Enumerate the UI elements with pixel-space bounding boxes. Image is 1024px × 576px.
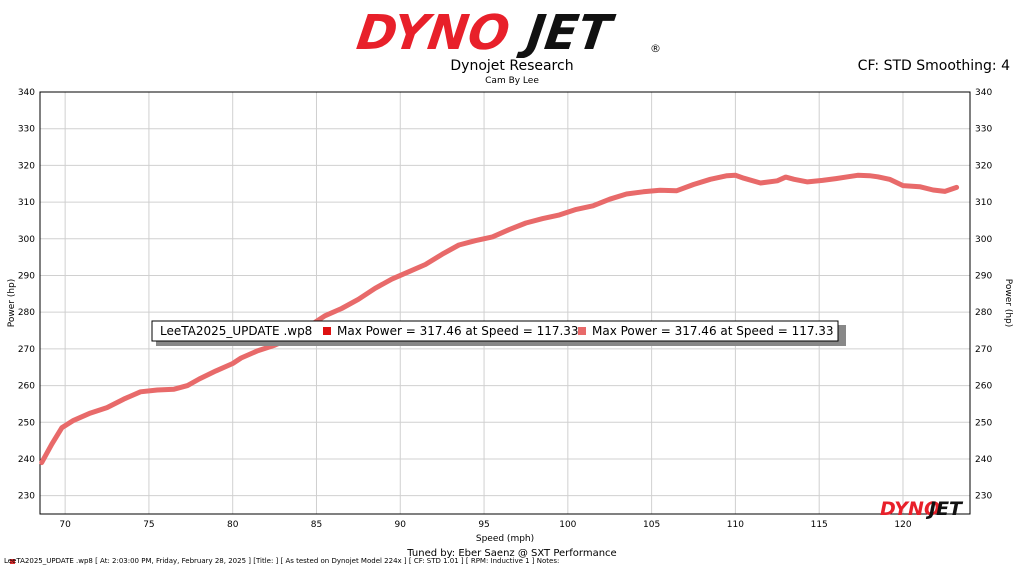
y-tick-label-right: 280 (975, 308, 992, 318)
x-axis-label: Speed (mph) (476, 534, 534, 544)
y-tick-label-right: 250 (975, 418, 992, 428)
y-axis-right: 230 240 250 260 270 280 290 300 310 320 330 340 (975, 88, 992, 502)
y-tick-label-left: 300 (18, 235, 35, 245)
legend-entry-1: Max Power = 317.46 at Speed = 117.33 (337, 324, 579, 338)
power-curve-series-1 (39, 172, 960, 466)
y-tick-label-left: 280 (18, 308, 35, 318)
logo-jet-text: JET (515, 5, 618, 58)
legend-entry-2: Max Power = 317.46 at Speed = 117.33 (592, 324, 834, 338)
y-tick-label-right: 340 (975, 88, 992, 98)
x-tick-label: 90 (395, 520, 407, 530)
logo-registered-mark: ® (650, 42, 661, 55)
legend-run-name: LeeTA2025_UPDATE .wp8 (160, 324, 312, 338)
run-color-marker (10, 559, 15, 564)
y-tick-label-left: 320 (18, 161, 35, 171)
y-tick-label-left: 330 (18, 125, 35, 135)
y-tick-label-right: 260 (975, 382, 992, 392)
y-tick-label-right: 330 (975, 125, 992, 135)
legend-swatch-1 (323, 327, 331, 335)
y-tick-label-left: 310 (18, 198, 35, 208)
logo-dyno-text: DYNO (353, 5, 513, 58)
corner-dynojet-logo: DYNO JET (880, 498, 964, 520)
y-axis-left: 230 240 250 260 270 280 290 300 310 320 330 340 (18, 88, 35, 502)
x-tick-label: 80 (227, 520, 239, 530)
y-tick-label-left: 290 (18, 271, 35, 281)
svg-text:JET: JET (925, 498, 964, 520)
y-tick-label-right: 320 (975, 161, 992, 171)
x-tick-label: 70 (59, 520, 71, 530)
y-tick-label-right: 270 (975, 345, 992, 355)
run-info-text: LeeTA2025_UPDATE .wp8 [ At: 2:03:00 PM, … (4, 557, 560, 565)
x-tick-label: 85 (311, 520, 322, 530)
y-tick-label-right: 230 (975, 492, 992, 502)
tuned-by-text: Tuned by: Eber Saenz @ SXT Performance (407, 548, 617, 559)
x-axis: 70 75 80 85 90 95 100 105 110 115 120 (59, 520, 911, 530)
y-tick-label-left: 270 (18, 345, 35, 355)
y-tick-label-left: 250 (18, 418, 35, 428)
x-tick-label: 120 (894, 520, 911, 530)
x-tick-label: 95 (478, 520, 489, 530)
legend-box (151, 320, 839, 342)
x-tick-label: 115 (811, 520, 828, 530)
chart-subtitle: Cam By Lee (485, 76, 539, 86)
legend: LeeTA2025_UPDATE .wp8 Max Power = 317.46… (151, 320, 846, 346)
y-tick-label-left: 240 (18, 455, 35, 465)
y-tick-label-right: 300 (975, 235, 992, 245)
dynojet-logo: DYNO JET ® (353, 5, 661, 58)
y-axis-label-right: Power (hp) (1003, 279, 1013, 328)
legend-swatch-2 (578, 327, 586, 335)
series-layer (39, 172, 960, 466)
y-tick-label-left: 340 (18, 88, 35, 98)
cf-smoothing-label: CF: STD Smoothing: 4 (857, 58, 1010, 74)
svg-text:DYNO: DYNO (880, 498, 940, 520)
chart-title: Dynojet Research (450, 58, 574, 74)
plot-frame (39, 91, 971, 515)
grid (40, 91, 970, 514)
x-tick-label: 110 (727, 520, 744, 530)
y-axis-label-left: Power (hp) (7, 279, 17, 328)
x-tick-label: 75 (143, 520, 154, 530)
y-tick-label-right: 310 (975, 198, 992, 208)
x-tick-label: 100 (559, 520, 576, 530)
x-tick-label: 105 (643, 520, 660, 530)
y-tick-label-left: 230 (18, 492, 35, 502)
y-tick-label-right: 290 (975, 271, 992, 281)
y-tick-label-right: 240 (975, 455, 992, 465)
y-tick-label-left: 260 (18, 382, 35, 392)
